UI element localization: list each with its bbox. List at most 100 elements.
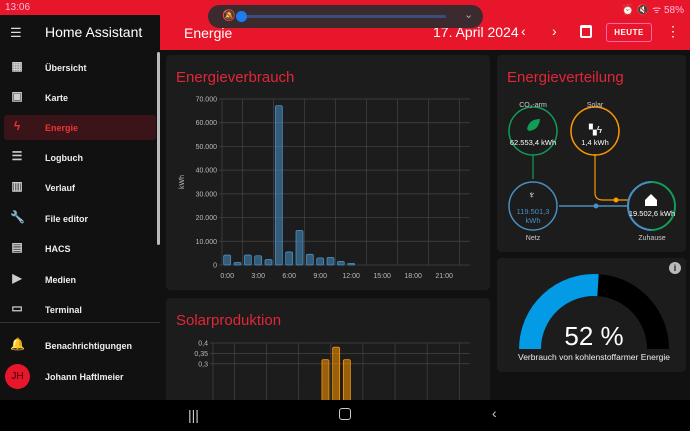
- sidebar-item-energy[interactable]: ϟ Energie: [4, 115, 156, 140]
- recent-apps-icon[interactable]: |||: [188, 407, 199, 423]
- lightning-icon: ϟ: [13, 119, 21, 133]
- y-tick-label: 70.000: [196, 97, 218, 104]
- solar-node[interactable]: [570, 106, 620, 156]
- sidebar-header: [0, 15, 160, 50]
- bar: [243, 254, 252, 266]
- home-button-icon[interactable]: [339, 408, 351, 420]
- bar: [285, 251, 294, 266]
- x-tick-label: 3:00: [251, 273, 265, 280]
- home-node-grid-arc: [626, 205, 652, 231]
- sidebar-divider: [0, 322, 160, 323]
- energy-flow-diagram: ▚ϟ ♆ CO₂-arm Solar 62.553,4 kWh 1,4 kWh …: [508, 102, 676, 242]
- wrench-icon: 🔧: [10, 210, 25, 224]
- more-options-icon[interactable]: ⋮: [666, 23, 680, 39]
- solar-flow-dot: [613, 197, 619, 203]
- bar: [264, 259, 273, 266]
- sidebar-item-label: Karte: [45, 93, 69, 103]
- menu-open-icon[interactable]: ☰: [10, 25, 22, 40]
- dashboard-icon: ▦: [11, 59, 23, 73]
- sidebar-item-file-editor[interactable]: 🔧 File editor: [4, 206, 156, 231]
- volume-slider-thumb[interactable]: [236, 11, 247, 22]
- clock: 13:06: [5, 2, 31, 13]
- y-tick-label: 20.000: [196, 215, 218, 222]
- calendar-icon[interactable]: [580, 25, 592, 38]
- gauge-fill: [519, 274, 599, 350]
- sidebar-item-label: Terminal: [45, 305, 82, 315]
- grid-node[interactable]: [508, 181, 558, 231]
- bar: [223, 254, 232, 266]
- bar: [336, 261, 345, 266]
- map-icon: ▣: [11, 89, 23, 103]
- y-tick-label: 30.000: [196, 191, 218, 198]
- x-tick-label: 15:00: [373, 273, 391, 280]
- sidebar-item-media[interactable]: ▶ Medien: [4, 267, 156, 292]
- sidebar-item-map[interactable]: ▣ Karte: [4, 85, 156, 110]
- sidebar-item-label: Medien: [45, 275, 77, 285]
- sidebar-item-label: HACS: [45, 244, 71, 254]
- android-navigation-bar: ||| ‹: [0, 400, 690, 431]
- grid-value: 119.501,3: [517, 207, 550, 216]
- hacs-icon: ▤: [11, 240, 23, 254]
- today-button[interactable]: HEUTE: [606, 23, 652, 42]
- solar-label: Solar: [587, 102, 604, 109]
- sidebar-item-hacs[interactable]: ▤ HACS: [4, 236, 156, 261]
- bar: [347, 262, 356, 266]
- date-label: 17. April 2024: [433, 24, 519, 40]
- user-name[interactable]: Johann Haftlmeier: [45, 372, 124, 382]
- x-tick-label: 18:00: [404, 273, 422, 280]
- y-tick-label: 50.000: [196, 144, 218, 151]
- x-tick-label: 9:00: [313, 273, 327, 280]
- grid-label: Netz: [526, 235, 541, 242]
- app-title: Home Assistant: [45, 24, 143, 40]
- logbook-icon: ☰: [11, 149, 23, 163]
- chevron-down-icon[interactable]: ⌄: [464, 9, 474, 21]
- gauge-value: 52 %: [564, 321, 623, 351]
- gauge: i 52 % Verbrauch von kohlenstoffarmer En…: [518, 262, 681, 362]
- history-icon: ▥: [11, 179, 23, 193]
- sidebar-item-logbook[interactable]: ☰ Logbuch: [4, 145, 156, 170]
- mute-icon[interactable]: 🔕: [222, 10, 236, 22]
- bar: [326, 257, 335, 266]
- info-icon[interactable]: [669, 262, 681, 274]
- sidebar: [0, 50, 160, 400]
- grid-value-unit: kWh: [526, 216, 541, 225]
- low-carbon-node[interactable]: [508, 106, 558, 156]
- leaf-icon: [527, 119, 540, 131]
- home-node[interactable]: [650, 181, 676, 231]
- y-tick-label: 40.000: [196, 168, 218, 175]
- home-node-grid-arc: [626, 181, 652, 207]
- bar: [233, 261, 242, 266]
- solar-value: 1,4 kWh: [581, 138, 609, 147]
- bar: [316, 257, 325, 266]
- card-title: Energieverteilung: [507, 69, 624, 86]
- previous-day-button[interactable]: ‹: [521, 23, 526, 39]
- next-day-button[interactable]: ›: [552, 23, 557, 39]
- y-tick-label: 60.000: [196, 120, 218, 127]
- sidebar-item-notifications[interactable]: 🔔 Benachrichtigungen: [4, 333, 156, 358]
- volume-overlay: 🔕 ⌄: [208, 5, 483, 28]
- sidebar-item-history[interactable]: ▥ Verlauf: [4, 175, 156, 200]
- sidebar-scrollbar[interactable]: [157, 52, 160, 245]
- avatar[interactable]: JH: [5, 364, 30, 389]
- energy-usage-card: Energieverbrauch 0 10.000 20.000 30.000 40.0…: [166, 55, 490, 290]
- card-title: Energieverbrauch: [176, 69, 295, 86]
- solar-power-icon: ▚ϟ: [588, 123, 603, 136]
- sidebar-item-label: Übersicht: [45, 63, 87, 73]
- back-icon[interactable]: ‹: [492, 405, 497, 421]
- sidebar-item-overview[interactable]: ▦ Übersicht: [4, 55, 156, 80]
- sidebar-item-terminal[interactable]: ▭ Terminal: [4, 297, 156, 322]
- x-tick-label: 21:00: [435, 273, 453, 280]
- sidebar-item-label: Energie: [45, 123, 79, 133]
- x-tick-label: 6:00: [282, 273, 296, 280]
- page-title: Energie: [184, 25, 233, 41]
- volume-slider[interactable]: [246, 15, 446, 18]
- sidebar-item-label: File editor: [45, 214, 89, 224]
- low-carbon-value: 62.553,4 kWh: [510, 138, 556, 147]
- bar: [305, 253, 314, 266]
- sidebar-item-label: Benachrichtigungen: [45, 341, 133, 351]
- gauge-label: Verbrauch von kohlenstoffarmer Energie: [518, 352, 670, 362]
- energy-usage-chart: 0 10.000 20.000 30.000 40.000 50.000 60.000 70.…: [179, 97, 470, 280]
- y-tick-label: 0,3: [198, 361, 208, 368]
- media-icon: ▶: [12, 271, 22, 285]
- y-tick-label: 10.000: [196, 239, 218, 246]
